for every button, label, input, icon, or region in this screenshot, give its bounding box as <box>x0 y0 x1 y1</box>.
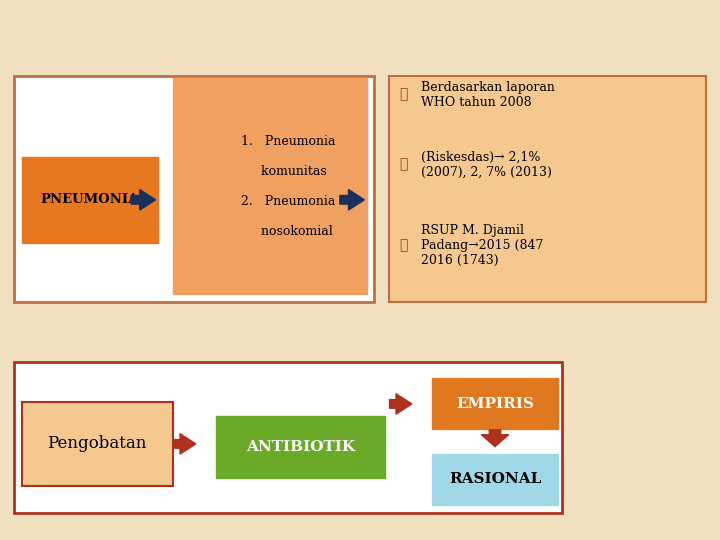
Text: ✉: ✉ <box>400 87 408 102</box>
Text: Berdasarkan laporan
WHO tahun 2008: Berdasarkan laporan WHO tahun 2008 <box>421 80 555 109</box>
FancyArrow shape <box>390 394 412 414</box>
FancyBboxPatch shape <box>173 78 367 294</box>
FancyBboxPatch shape <box>22 402 173 486</box>
Text: ANTIBIOTIK: ANTIBIOTIK <box>246 440 355 454</box>
FancyBboxPatch shape <box>22 157 158 243</box>
Text: RSUP M. Djamil
Padang→2015 (847
2016 (1743): RSUP M. Djamil Padang→2015 (847 2016 (17… <box>421 224 544 267</box>
Text: RASIONAL: RASIONAL <box>449 472 541 486</box>
Text: 1.   Pneumonia

     komunitas

2.   Pneumonia

     nosokomial: 1. Pneumonia komunitas 2. Pneumonia noso… <box>241 135 336 238</box>
FancyBboxPatch shape <box>432 378 558 429</box>
FancyBboxPatch shape <box>216 416 385 478</box>
FancyArrow shape <box>340 190 364 210</box>
FancyArrow shape <box>131 190 156 210</box>
FancyBboxPatch shape <box>14 362 562 513</box>
Text: EMPIRIS: EMPIRIS <box>456 397 534 410</box>
Text: PNEUMONIA: PNEUMONIA <box>41 193 139 206</box>
FancyBboxPatch shape <box>14 76 374 302</box>
FancyBboxPatch shape <box>432 454 558 505</box>
Text: (Riskesdas)→ 2,1%
(2007), 2, 7% (2013): (Riskesdas)→ 2,1% (2007), 2, 7% (2013) <box>421 151 552 179</box>
Text: Pengobatan: Pengobatan <box>48 435 147 453</box>
FancyBboxPatch shape <box>389 76 706 302</box>
FancyArrow shape <box>174 434 196 454</box>
Text: ✉: ✉ <box>400 239 408 253</box>
FancyArrow shape <box>481 430 508 447</box>
Text: ✉: ✉ <box>400 158 408 172</box>
